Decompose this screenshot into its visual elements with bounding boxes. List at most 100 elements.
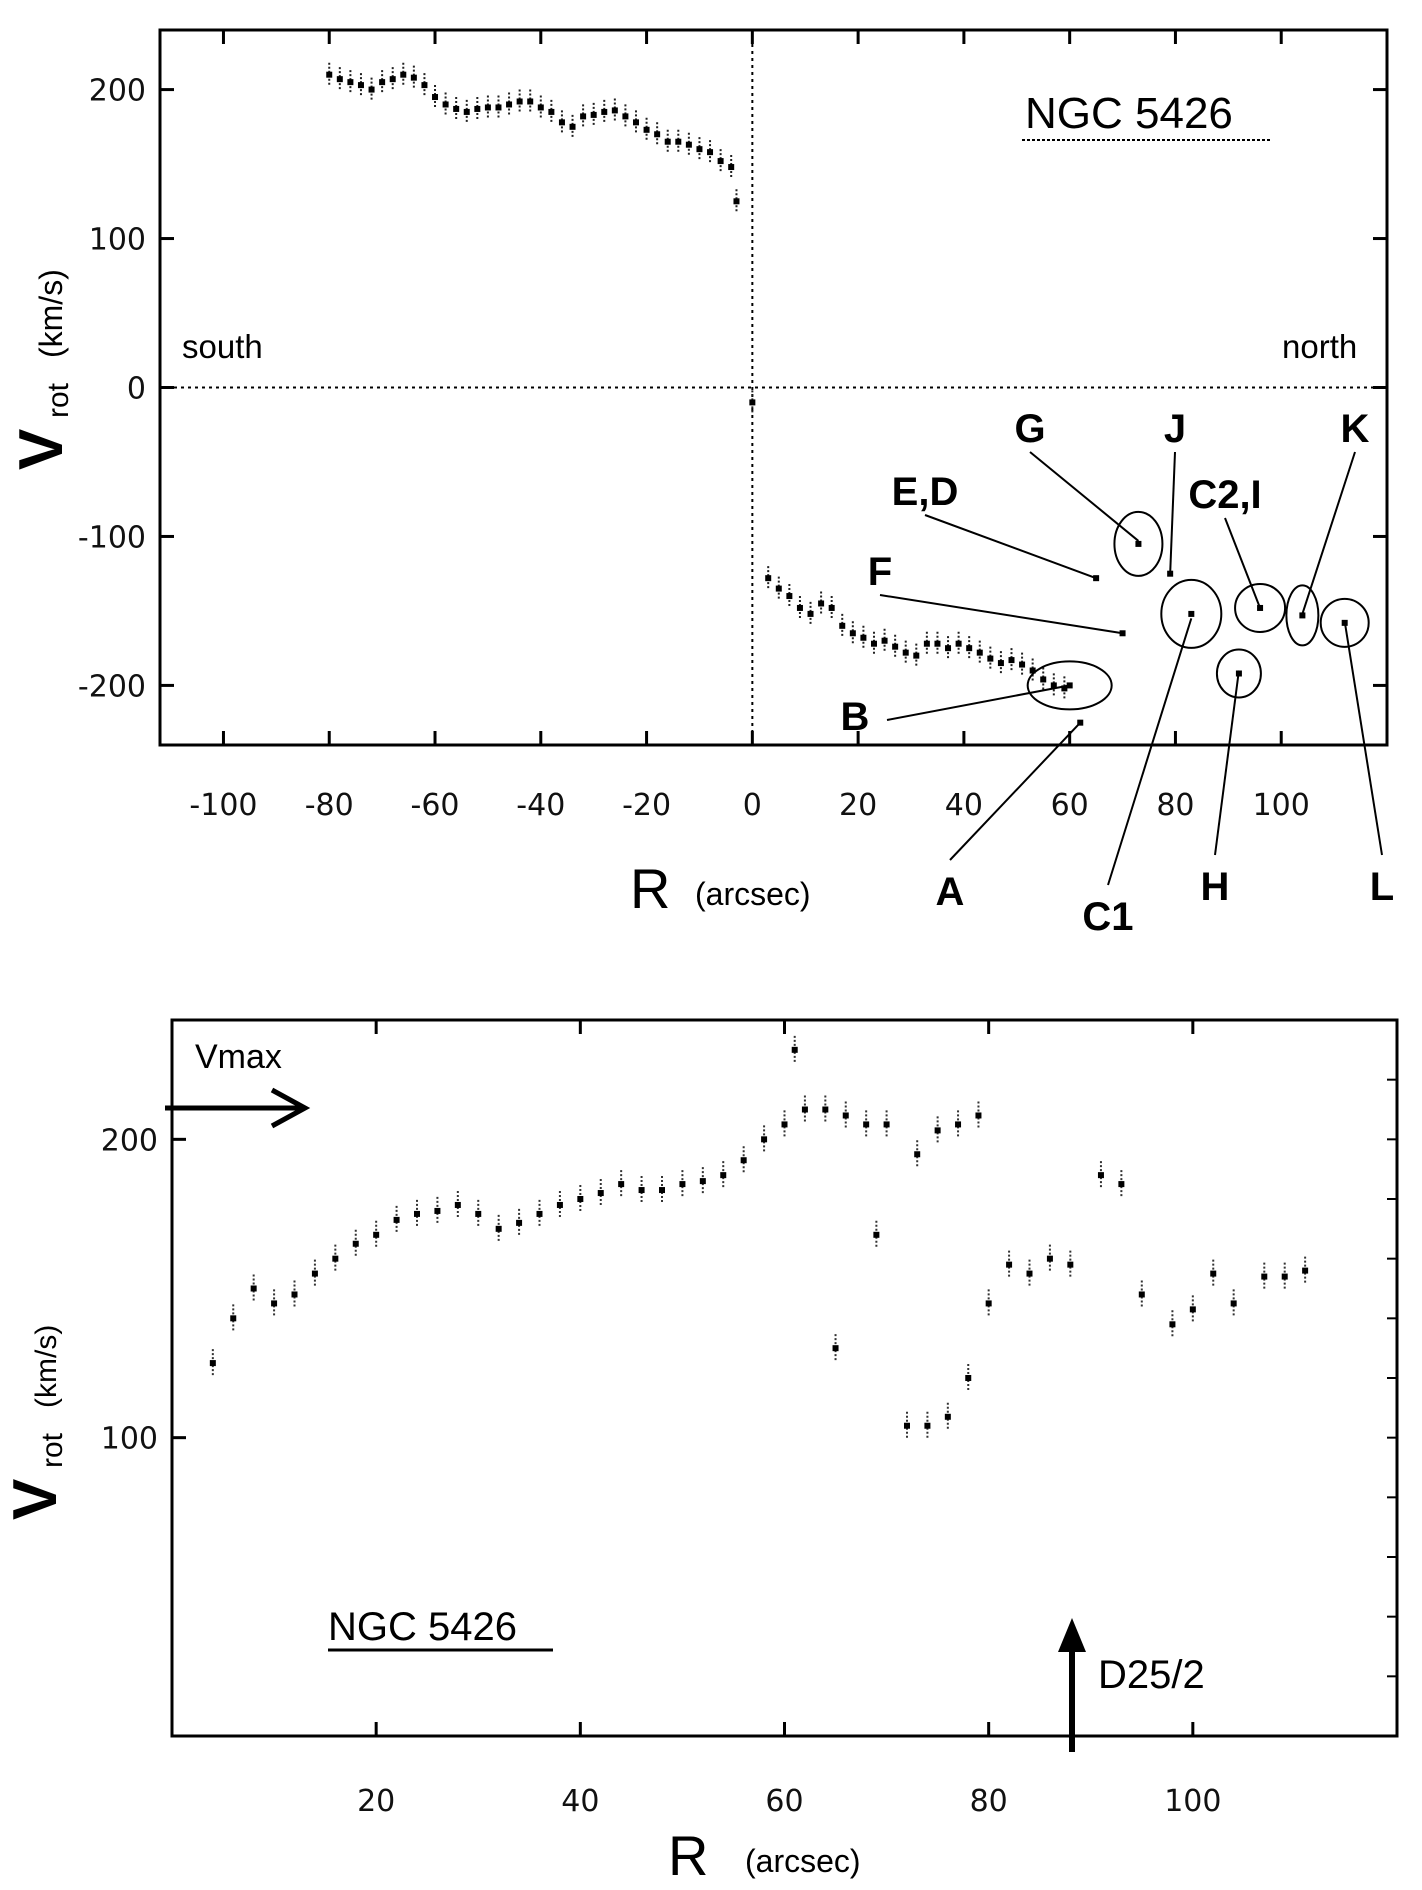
bottom-data-point — [1026, 1259, 1033, 1288]
top-x-tick-label: -40 — [516, 788, 565, 823]
region-callout-b: B — [841, 660, 1113, 739]
bottom-data-point — [230, 1304, 237, 1333]
bottom-data-point — [914, 1140, 921, 1169]
bottom-data-point — [475, 1199, 482, 1228]
svg-text:rot: rot — [36, 1432, 69, 1468]
top-data-point — [336, 67, 343, 92]
region-callout-l: L — [1319, 597, 1394, 909]
bottom-x-axis-unit: (arcsec) — [745, 1843, 861, 1879]
top-data-point — [765, 566, 772, 591]
top-y-tick-label: 0 — [127, 372, 146, 407]
top-x-tick-label: -80 — [305, 788, 354, 823]
top-data-point — [1040, 667, 1047, 692]
bottom-data-point — [720, 1161, 727, 1190]
bottom-x-tick-label: 100 — [1164, 1784, 1221, 1819]
bottom-data-point — [1261, 1262, 1268, 1291]
bottom-data-point — [791, 1035, 798, 1064]
top-data-point — [1019, 652, 1026, 677]
bottom-x-tick-label: 60 — [765, 1784, 803, 1819]
top-data-point — [558, 110, 565, 135]
top-data-point — [463, 99, 470, 124]
svg-text:F: F — [868, 550, 892, 594]
top-data-point — [913, 643, 920, 668]
bottom-data-point — [832, 1334, 839, 1363]
bottom-data-point — [271, 1289, 278, 1318]
bottom-x-tick-label: 40 — [561, 1784, 599, 1819]
bottom-data-point — [822, 1095, 829, 1124]
top-data-point — [775, 576, 782, 601]
svg-text:L: L — [1370, 865, 1394, 909]
svg-text:B: B — [841, 695, 870, 739]
region-callout-ed: E,D — [892, 470, 1100, 582]
top-data-point — [818, 591, 825, 616]
bottom-data-point — [679, 1170, 686, 1199]
bottom-data-point — [1046, 1244, 1053, 1273]
top-data-point — [892, 634, 899, 659]
top-data-point — [955, 631, 962, 656]
bottom-data-point — [1210, 1259, 1217, 1288]
top-data-point — [527, 89, 534, 114]
bottom-data-point — [740, 1146, 747, 1175]
top-data-point — [580, 104, 587, 129]
bottom-data-point — [414, 1199, 420, 1228]
bottom-data-point — [373, 1220, 380, 1249]
top-data-point — [654, 122, 661, 147]
top-data-point — [601, 99, 608, 124]
bottom-data-point — [781, 1110, 788, 1139]
bottom-data-point — [1097, 1161, 1104, 1190]
bottom-data-point — [955, 1110, 962, 1139]
top-data-point — [923, 631, 930, 656]
vmax-arrow-head — [270, 1087, 311, 1129]
top-data-point — [786, 584, 793, 609]
top-data-point — [675, 129, 682, 154]
bottom-data-point — [291, 1280, 298, 1309]
top-data-point — [860, 625, 867, 650]
top-data-point — [945, 636, 952, 661]
bottom-data-point — [536, 1199, 543, 1228]
region-callout-k: K — [1285, 407, 1370, 647]
bottom-data-point — [965, 1364, 972, 1392]
bottom-data-point — [842, 1101, 849, 1130]
bottom-data-point — [352, 1229, 359, 1258]
bottom-data-point — [1067, 1250, 1074, 1279]
top-data-point — [611, 98, 618, 123]
svg-text:V: V — [7, 429, 76, 470]
top-y-tick-label: 200 — [89, 74, 146, 109]
bottom-data-point — [495, 1214, 502, 1243]
top-data-point — [453, 96, 460, 121]
bottom-data-point — [1230, 1289, 1237, 1318]
top-data-point — [506, 92, 513, 117]
svg-text:(km/s): (km/s) — [33, 269, 69, 358]
top-data-point — [733, 189, 740, 214]
svg-text:(km/s): (km/s) — [30, 1325, 63, 1408]
bottom-data-point — [393, 1205, 400, 1234]
top-data-points — [326, 62, 1068, 701]
top-data-point — [707, 140, 714, 165]
top-data-point — [590, 102, 597, 127]
top-x-tick-label: 100 — [1253, 788, 1310, 823]
top-x-tick-label: -100 — [189, 788, 257, 823]
bottom-data-point — [904, 1411, 910, 1440]
top-ticks: -100 -80 -60 -40 -20 0 20 40 60 80 100-200-1000100… — [78, 30, 1387, 823]
top-data-point — [849, 621, 856, 646]
bottom-data-point — [924, 1411, 931, 1440]
top-x-tick-label: 40 — [945, 788, 983, 823]
bottom-y-axis-label: V rot (km/s) — [1, 1325, 70, 1520]
svg-text:J: J — [1164, 407, 1186, 451]
svg-text:C1: C1 — [1082, 895, 1133, 939]
top-chart-title: NGC 5426 — [1025, 89, 1233, 138]
top-data-point — [934, 631, 941, 656]
top-data-point — [548, 99, 555, 124]
bottom-x-axis-label: R — [668, 1824, 708, 1887]
bottom-chart-title: NGC 5426 — [328, 1605, 517, 1649]
north-label: north — [1282, 328, 1357, 365]
bottom-y-tick-label: 200 — [101, 1123, 158, 1158]
svg-text:H: H — [1201, 865, 1230, 909]
top-x-axis-unit: (arcsec) — [695, 876, 811, 912]
top-data-point — [474, 96, 481, 121]
top-zero-lines — [160, 30, 1387, 745]
bottom-data-point — [434, 1196, 441, 1225]
top-data-point — [495, 95, 502, 120]
bottom-data-point — [311, 1259, 318, 1288]
